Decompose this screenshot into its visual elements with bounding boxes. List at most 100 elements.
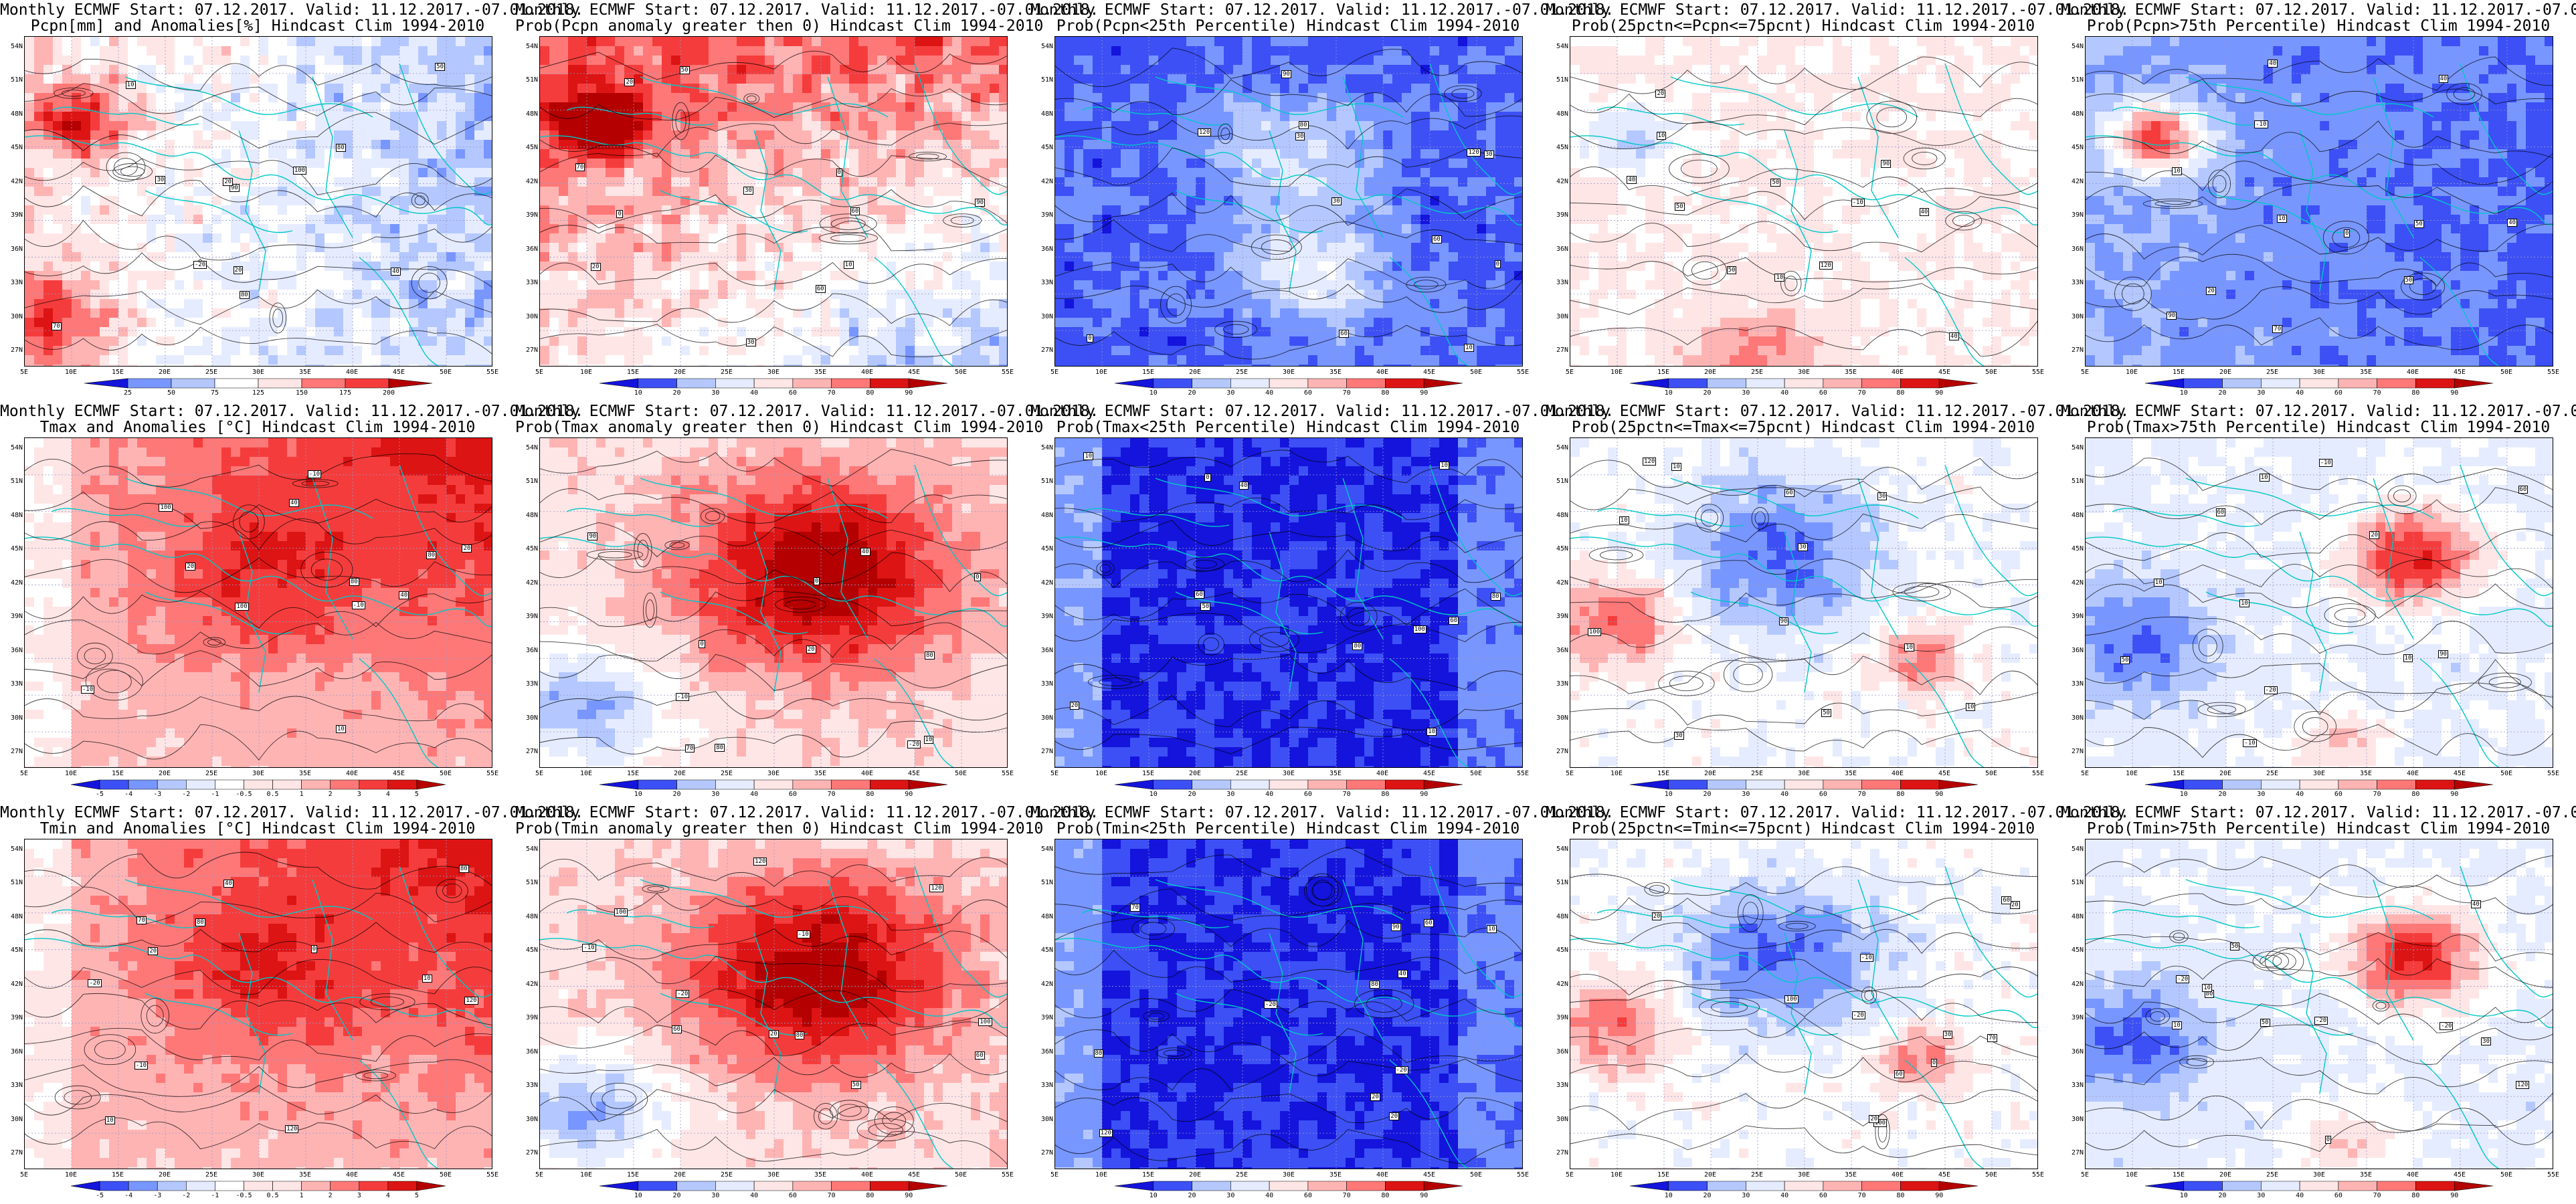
contour-value-label: 20 bbox=[2009, 900, 2020, 909]
contour-value-label: -10 bbox=[1859, 954, 1873, 963]
colorbar-bin bbox=[2183, 378, 2223, 389]
lat-tick-label: 42N bbox=[1, 178, 23, 185]
colorbar-tick-label: 10 bbox=[1655, 791, 1682, 798]
colorbar bbox=[599, 779, 948, 790]
contour-value-label: 10 bbox=[1904, 643, 1915, 651]
colorbar-tick-label: 0.5 bbox=[260, 791, 286, 798]
colorbar-tick-label: 40 bbox=[2286, 791, 2313, 798]
colorbar-tick-label: 75 bbox=[201, 389, 228, 397]
contour-value-label: 20 bbox=[1389, 1112, 1400, 1121]
colorbar-tick-label: 90 bbox=[2441, 791, 2468, 798]
contour-value-label: 40 bbox=[2268, 60, 2278, 68]
colorbar-bin bbox=[2299, 378, 2339, 389]
panel-title-line2: Prob(Tmin anomaly greater then 0) Hindca… bbox=[515, 820, 1043, 837]
contour-value-label: 10 bbox=[1083, 452, 1094, 460]
contour-value-label: 20 bbox=[2369, 530, 2380, 539]
contour-value-label: 90 bbox=[587, 532, 598, 540]
panel-title-line2: Prob(Tmax anomaly greater then 0) Hindca… bbox=[515, 419, 1043, 436]
lat-tick-label: 27N bbox=[517, 748, 538, 755]
lon-tick-label: 30E bbox=[1275, 770, 1302, 777]
lon-tick-label: 20E bbox=[1182, 770, 1208, 777]
lat-tick-label: 30N bbox=[1032, 1116, 1053, 1123]
contour-value-label: 120 bbox=[285, 1125, 299, 1134]
colorbar-bin bbox=[1900, 1181, 1940, 1191]
lon-tick-label: 15E bbox=[620, 369, 646, 376]
lat-tick-label: 54N bbox=[1032, 43, 1053, 50]
lat-tick-label: 54N bbox=[517, 444, 538, 452]
lat-tick-label: 36N bbox=[1032, 245, 1053, 253]
colorbar-bin bbox=[638, 779, 677, 790]
lon-tick-label: 10E bbox=[1603, 1171, 1630, 1179]
colorbar-bin bbox=[2261, 779, 2300, 790]
lon-tick-label: 20E bbox=[151, 369, 178, 376]
panel-title-line2: Prob(Pcpn>75th Percentile) Hindcast Clim… bbox=[2061, 17, 2576, 35]
forecast-map: 60 60 -10 80 120 -20 120 -10 20 100 50 100 bbox=[539, 839, 1008, 1169]
forecast-map: 40 50 20 40 50 40 70 0 10 -10 90 10 bbox=[2085, 36, 2553, 367]
lon-tick-label: 50E bbox=[1978, 1171, 2005, 1179]
lon-tick-label: 30E bbox=[760, 1171, 787, 1179]
forecast-panel: Monthly ECMWF Start: 07.12.2017. Valid: … bbox=[1546, 401, 2129, 803]
lon-tick-label: 25E bbox=[198, 369, 225, 376]
colorbar-bin bbox=[870, 1181, 909, 1191]
contour-value-label: 40 bbox=[2507, 218, 2518, 227]
colorbar-tick-label: 40 bbox=[1256, 389, 1283, 397]
lon-tick-label: 15E bbox=[104, 770, 131, 777]
colorbar-bin bbox=[127, 378, 172, 389]
lat-tick-label: 39N bbox=[517, 613, 538, 620]
lat-tick-label: 30N bbox=[1, 1116, 23, 1123]
lon-tick-label: 40E bbox=[339, 369, 365, 376]
colorbar-tick-label: 40 bbox=[2286, 1192, 2313, 1199]
lon-tick-label: 40E bbox=[854, 369, 881, 376]
colorbar bbox=[2144, 378, 2494, 389]
lon-tick-label: 35E bbox=[1837, 1171, 1864, 1179]
lon-tick-label: 20E bbox=[666, 770, 693, 777]
lon-tick-label: 5E bbox=[1556, 369, 1583, 376]
contour-value-label: 20 bbox=[806, 645, 816, 654]
contour-value-label: -10 bbox=[307, 470, 322, 479]
colorbar-tick-label: 30 bbox=[2247, 1192, 2274, 1199]
colorbar-bin bbox=[70, 779, 100, 790]
lat-tick-label: 27N bbox=[517, 346, 538, 354]
colorbar-bin bbox=[244, 779, 273, 790]
contour-value-label: 10 bbox=[422, 974, 432, 983]
colorbar-bin bbox=[2299, 779, 2339, 790]
lon-tick-label: 40E bbox=[1369, 770, 1396, 777]
lon-tick-label: 55E bbox=[479, 369, 506, 376]
lon-tick-label: 15E bbox=[104, 369, 131, 376]
forecast-map: 50 80 10 50 0 -20 -20 120 10 30 40 -20 bbox=[2085, 839, 2553, 1169]
colorbar-tick-label: 70 bbox=[2364, 791, 2391, 798]
lat-tick-label: 39N bbox=[2062, 211, 2084, 219]
lat-tick-label: 36N bbox=[1, 647, 23, 654]
colorbar-tick-label: 1 bbox=[288, 791, 315, 798]
lon-tick-label: 40E bbox=[1884, 1171, 1911, 1179]
lon-tick-label: 15E bbox=[1650, 369, 1677, 376]
colorbar-bin bbox=[1114, 1181, 1154, 1191]
contour-value-label: 20 bbox=[233, 266, 244, 274]
colorbar-bin bbox=[2415, 1181, 2455, 1191]
colorbar-tick-label: 60 bbox=[2325, 389, 2352, 397]
contour-value-label: 80 bbox=[195, 918, 205, 926]
colorbar-tick-label: -1 bbox=[201, 791, 228, 798]
colorbar-tick-label: 40 bbox=[1771, 791, 1798, 798]
colorbar-bin bbox=[638, 378, 677, 389]
contour-value-label: 30 bbox=[1797, 543, 1808, 552]
contour-value-label: 70 bbox=[2272, 325, 2283, 334]
lon-tick-label: 45E bbox=[385, 1171, 412, 1179]
colorbar-bin bbox=[1114, 378, 1154, 389]
lat-tick-label: 27N bbox=[1032, 748, 1053, 755]
colorbar-bin bbox=[1192, 378, 1231, 389]
colorbar-tick-label: 60 bbox=[1810, 389, 1837, 397]
contour-value-label: 10 bbox=[2403, 654, 2413, 662]
lat-tick-label: 42N bbox=[2062, 579, 2084, 587]
lat-tick-label: 39N bbox=[1032, 1014, 1053, 1021]
contour-value-label: 30 bbox=[1331, 197, 1342, 205]
colorbar-bin bbox=[272, 779, 302, 790]
contour-value-label: 10 bbox=[125, 80, 136, 89]
contour-value-label: 70 bbox=[136, 916, 147, 924]
contour-value-label: 20 bbox=[1370, 1093, 1380, 1102]
contour-value-label: 60 bbox=[1432, 235, 1442, 244]
forecast-map: 40 -10 80 80 -10 10 40 -10 20 100 100 20 bbox=[24, 437, 492, 768]
colorbar-bin bbox=[2338, 779, 2377, 790]
colorbar-bin bbox=[715, 1181, 755, 1191]
colorbar-tick-label: -5 bbox=[86, 1192, 113, 1199]
